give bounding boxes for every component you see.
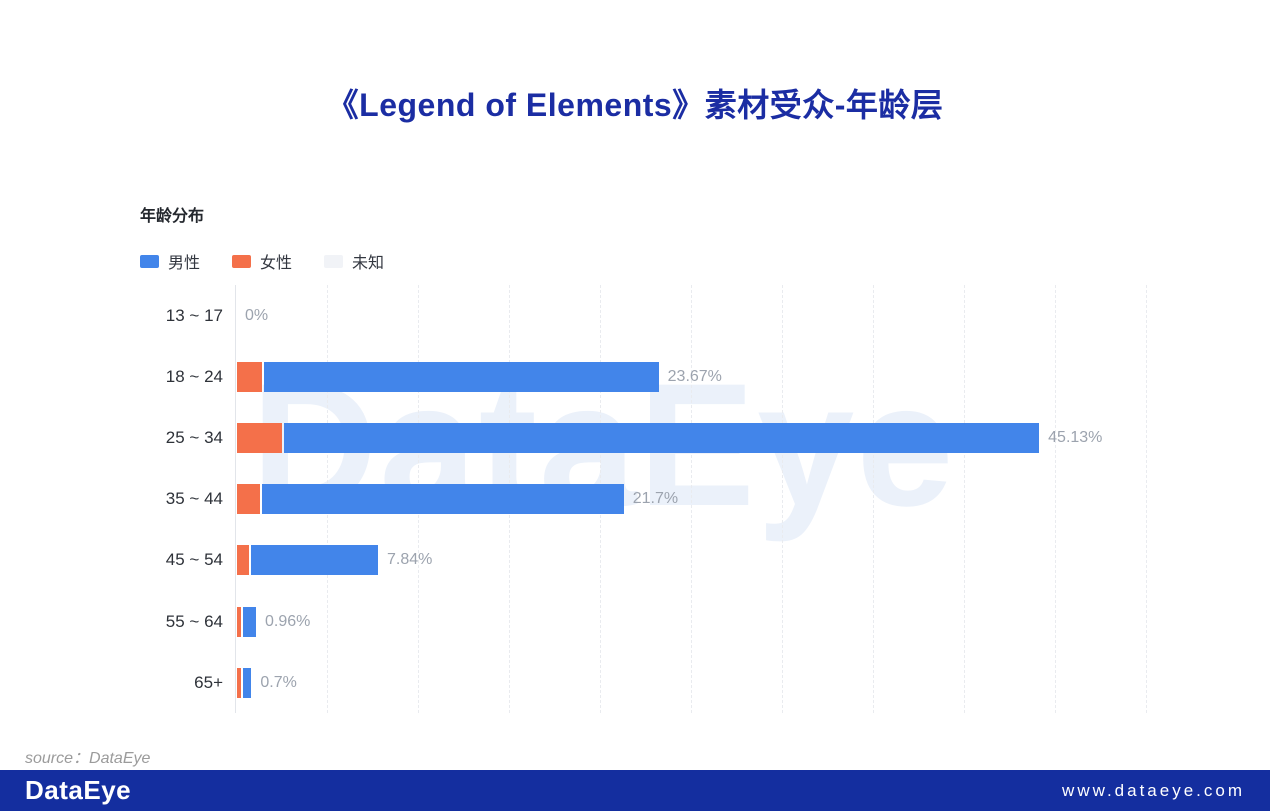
- female-swatch-icon: [232, 254, 252, 268]
- unknown-swatch-icon: [324, 254, 344, 268]
- legend-item-female[interactable]: 女性: [232, 249, 292, 273]
- footer-website[interactable]: www.dataeye.com: [1062, 781, 1245, 800]
- male-swatch-icon: [140, 254, 159, 268]
- chart-row: 18 ~ 24 23.67%: [166, 346, 1155, 407]
- source-label: source：DataEye: [25, 750, 151, 767]
- gridline: [691, 285, 692, 713]
- gridline: [1055, 285, 1056, 713]
- value-label: 0.96%: [265, 612, 311, 630]
- category-label: 35 ~ 44: [165, 489, 223, 509]
- bar-segment-male: [243, 606, 256, 637]
- bar-segment-female: [237, 545, 249, 576]
- footer-bar: DataEye www.dataeye.com: [0, 770, 1270, 811]
- category-label: 45 ~ 54: [165, 550, 223, 570]
- bar-segment-female: [237, 667, 242, 698]
- dataeye-logo: DataEye: [25, 775, 132, 805]
- value-label: 23.67%: [667, 367, 722, 385]
- chart-subtitle: 年龄分布: [140, 208, 205, 225]
- bar-segment-male: [284, 422, 1040, 453]
- bar-segment-male: [250, 545, 378, 576]
- bar-segment-female: [237, 606, 242, 637]
- bar-segment-male: [243, 667, 252, 698]
- legend-label-female: 女性: [260, 255, 293, 272]
- bar-segment-male: [263, 361, 659, 392]
- chart-row: 13 ~ 17 0%: [166, 285, 1155, 346]
- gridline: [782, 285, 783, 713]
- gridline: [964, 285, 965, 713]
- category-label: 18 ~ 24: [165, 366, 223, 386]
- bar-segment-female: [237, 361, 262, 392]
- bar-segment-female: [237, 422, 283, 453]
- legend-item-male[interactable]: 男性: [140, 249, 200, 273]
- legend-label-male: 男性: [168, 255, 201, 272]
- chart-legend: 男性 女性 未知: [140, 249, 416, 273]
- page-title: 《Legend of Elements》素材受众-年龄层: [326, 87, 944, 123]
- category-label: 13 ~ 17: [165, 305, 223, 325]
- category-label: 25 ~ 34: [165, 427, 223, 447]
- bar-segment-female: [237, 484, 261, 515]
- value-label: 45.13%: [1048, 428, 1103, 446]
- plot-area: DataEye 13 ~ 17 0% 18 ~ 24 23.67% 25 ~ 34 45.…: [166, 285, 1155, 713]
- value-label: 0.7%: [260, 673, 297, 691]
- chart-row: 35 ~ 44 21.7%: [166, 469, 1155, 530]
- chart-row: 45 ~ 54 7.84%: [166, 530, 1155, 591]
- category-label: 65+: [194, 672, 223, 692]
- value-label: 7.84%: [386, 551, 433, 569]
- value-label: 0%: [245, 306, 269, 324]
- gridline: [873, 285, 874, 713]
- chart-row: 65+ 0.7%: [194, 652, 1155, 713]
- value-label: 21.7%: [632, 490, 679, 508]
- gridline: [1146, 285, 1147, 713]
- chart-row: 25 ~ 34 45.13%: [166, 407, 1155, 468]
- bar-segment-male: [262, 484, 624, 515]
- legend-label-unknown: 未知: [352, 255, 385, 272]
- legend-item-unknown[interactable]: 未知: [324, 249, 384, 273]
- chart-row: 55 ~ 64 0.96%: [166, 591, 1155, 652]
- category-label: 55 ~ 64: [165, 611, 223, 631]
